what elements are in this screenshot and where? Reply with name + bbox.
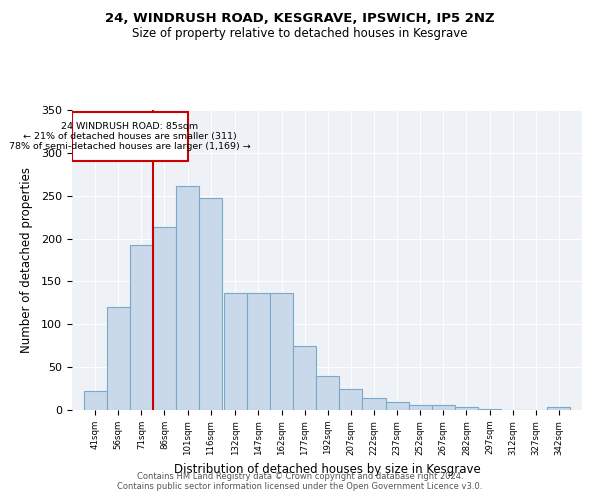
Bar bbox=[316, 376, 340, 410]
Y-axis label: Number of detached properties: Number of detached properties bbox=[20, 167, 33, 353]
Bar bbox=[340, 390, 362, 410]
Text: Size of property relative to detached houses in Kesgrave: Size of property relative to detached ho… bbox=[132, 28, 468, 40]
Bar bbox=[153, 228, 176, 410]
Bar bbox=[176, 186, 199, 410]
Bar bbox=[547, 408, 571, 410]
Bar bbox=[478, 409, 501, 410]
Text: 24 WINDRUSH ROAD: 85sqm
← 21% of detached houses are smaller (311)
78% of semi-d: 24 WINDRUSH ROAD: 85sqm ← 21% of detache… bbox=[9, 122, 251, 152]
Text: 24, WINDRUSH ROAD, KESGRAVE, IPSWICH, IP5 2NZ: 24, WINDRUSH ROAD, KESGRAVE, IPSWICH, IP… bbox=[105, 12, 495, 26]
Bar bbox=[107, 307, 130, 410]
Bar bbox=[270, 294, 293, 410]
Bar bbox=[83, 391, 107, 410]
Bar bbox=[386, 402, 409, 410]
Bar bbox=[455, 408, 478, 410]
Bar bbox=[247, 294, 270, 410]
FancyBboxPatch shape bbox=[72, 112, 188, 162]
Text: Contains public sector information licensed under the Open Government Licence v3: Contains public sector information licen… bbox=[118, 482, 482, 491]
Text: Contains HM Land Registry data © Crown copyright and database right 2024.: Contains HM Land Registry data © Crown c… bbox=[137, 472, 463, 481]
Bar bbox=[199, 198, 222, 410]
Bar bbox=[130, 244, 153, 410]
X-axis label: Distribution of detached houses by size in Kesgrave: Distribution of detached houses by size … bbox=[173, 463, 481, 476]
Bar bbox=[432, 405, 455, 410]
Bar bbox=[224, 292, 247, 410]
Bar bbox=[293, 346, 316, 410]
Bar bbox=[409, 405, 432, 410]
Bar bbox=[362, 398, 386, 410]
